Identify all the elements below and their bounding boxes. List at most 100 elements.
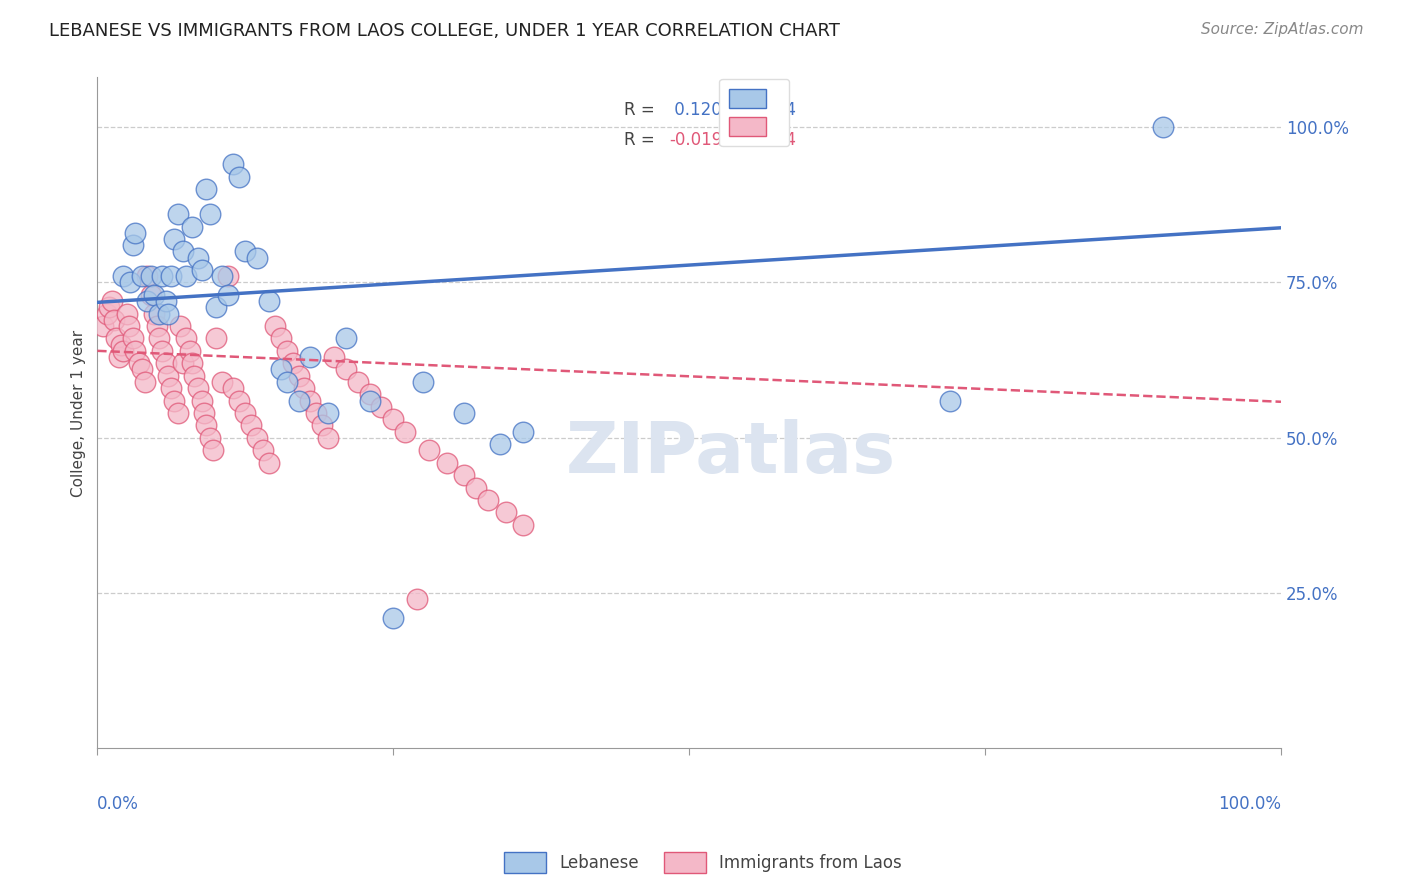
- Text: 74: 74: [776, 131, 797, 149]
- Point: [270, 331, 292, 345]
- Point: [100, 294, 122, 309]
- Point: [406, 592, 429, 607]
- Point: [98, 301, 121, 315]
- Legend: Lebanese, Immigrants from Laos: Lebanese, Immigrants from Laos: [498, 846, 908, 880]
- Point: [204, 331, 226, 345]
- Point: [453, 468, 475, 483]
- Point: [252, 443, 274, 458]
- Point: [157, 368, 180, 383]
- Point: [181, 219, 204, 234]
- Point: [228, 169, 250, 184]
- Point: [174, 331, 197, 345]
- Text: 0.0%: 0.0%: [97, 796, 139, 814]
- Point: [107, 350, 129, 364]
- Point: [938, 393, 960, 408]
- Point: [316, 406, 339, 420]
- Text: N =: N =: [731, 101, 778, 119]
- Point: [195, 182, 218, 196]
- Point: [276, 375, 298, 389]
- Point: [139, 269, 162, 284]
- Point: [190, 393, 212, 408]
- Point: [143, 288, 166, 302]
- Point: [222, 157, 245, 171]
- Point: [436, 456, 458, 470]
- Point: [115, 307, 138, 321]
- Point: [166, 406, 188, 420]
- Point: [512, 517, 534, 532]
- Point: [346, 375, 368, 389]
- Point: [217, 288, 239, 302]
- Point: [335, 362, 357, 376]
- Point: [134, 375, 156, 389]
- Text: 100.0%: 100.0%: [1218, 796, 1281, 814]
- Point: [198, 431, 221, 445]
- Point: [202, 443, 225, 458]
- Point: [217, 269, 239, 284]
- Point: [112, 269, 135, 284]
- Point: [211, 269, 233, 284]
- Point: [112, 343, 135, 358]
- Point: [193, 406, 215, 420]
- Text: R =: R =: [624, 101, 659, 119]
- Point: [174, 269, 197, 284]
- Point: [453, 406, 475, 420]
- Point: [316, 431, 339, 445]
- Legend: , : ,: [720, 79, 789, 146]
- Point: [159, 381, 181, 395]
- Point: [103, 312, 125, 326]
- Point: [131, 269, 153, 284]
- Point: [121, 331, 143, 345]
- Point: [323, 350, 346, 364]
- Point: [512, 425, 534, 439]
- Point: [172, 244, 194, 259]
- Text: Source: ZipAtlas.com: Source: ZipAtlas.com: [1201, 22, 1364, 37]
- Point: [148, 307, 170, 321]
- Text: 44: 44: [776, 101, 797, 119]
- Point: [183, 368, 205, 383]
- Point: [335, 331, 357, 345]
- Point: [131, 362, 153, 376]
- Point: [91, 318, 114, 333]
- Point: [139, 288, 162, 302]
- Point: [148, 331, 170, 345]
- Point: [143, 307, 166, 321]
- Point: [136, 294, 159, 309]
- Text: 0.120: 0.120: [669, 101, 721, 119]
- Point: [488, 437, 510, 451]
- Text: ZIPatlas: ZIPatlas: [565, 418, 896, 488]
- Point: [128, 356, 150, 370]
- Point: [257, 294, 280, 309]
- Point: [1152, 120, 1174, 135]
- Point: [287, 393, 309, 408]
- Point: [204, 301, 226, 315]
- Point: [145, 318, 167, 333]
- Point: [163, 232, 186, 246]
- Point: [152, 269, 174, 284]
- Point: [157, 307, 180, 321]
- Point: [359, 393, 381, 408]
- Point: [159, 269, 181, 284]
- Point: [299, 350, 322, 364]
- Text: N =: N =: [731, 131, 778, 149]
- Point: [211, 375, 233, 389]
- Point: [233, 244, 256, 259]
- Point: [179, 343, 201, 358]
- Point: [359, 387, 381, 401]
- Point: [187, 381, 209, 395]
- Point: [136, 269, 159, 284]
- Point: [394, 425, 416, 439]
- Point: [299, 393, 322, 408]
- Point: [382, 611, 405, 625]
- Point: [163, 393, 186, 408]
- Point: [287, 368, 309, 383]
- Point: [257, 456, 280, 470]
- Point: [276, 343, 298, 358]
- Point: [118, 318, 141, 333]
- Point: [233, 406, 256, 420]
- Point: [121, 238, 143, 252]
- Point: [105, 331, 128, 345]
- Point: [264, 318, 287, 333]
- Point: [222, 381, 245, 395]
- Point: [155, 294, 177, 309]
- Point: [240, 418, 263, 433]
